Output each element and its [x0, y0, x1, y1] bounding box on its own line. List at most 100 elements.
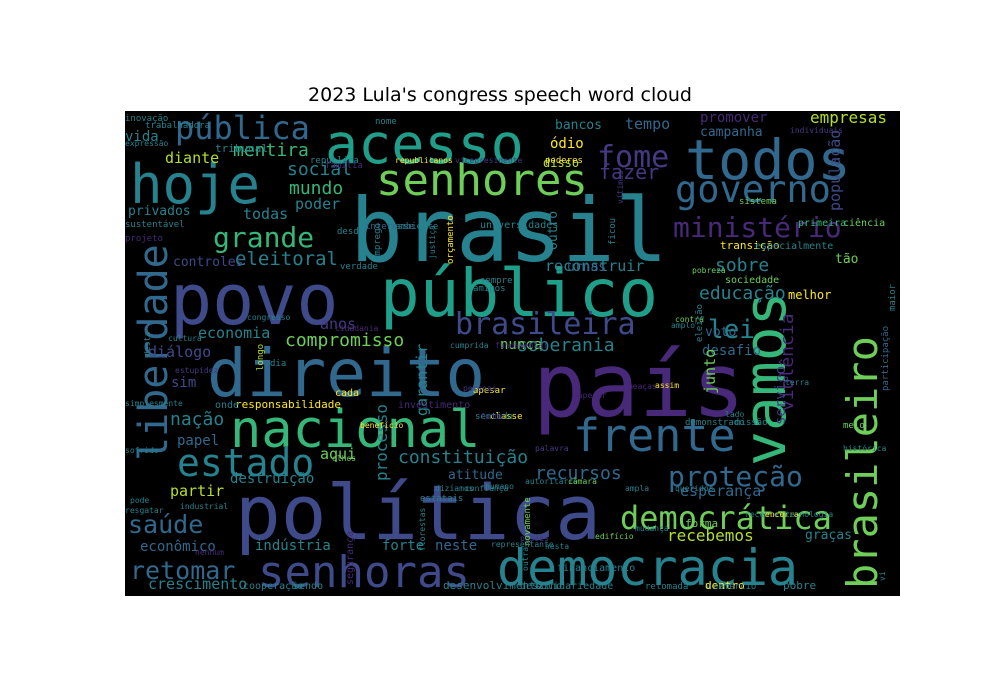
word-109: apesar	[473, 386, 506, 396]
word-90: vez	[705, 579, 725, 592]
word-60: atitude	[448, 468, 503, 483]
word-175: desta	[143, 332, 152, 356]
word-71: promover	[700, 111, 767, 126]
word-38: fazer	[599, 160, 659, 184]
word-179: florestas	[418, 507, 427, 551]
word-173: sustentável	[125, 220, 185, 230]
word-13: liberdade	[131, 244, 177, 461]
word-129: ambiente	[395, 222, 438, 232]
word-89: pobre	[783, 579, 816, 592]
word-143: ficou	[608, 218, 618, 245]
word-61: processo	[372, 404, 391, 481]
word-158: queridos	[675, 484, 714, 493]
word-12: democracia	[497, 539, 798, 596]
word-151: olhos	[332, 454, 356, 463]
word-159: passes	[520, 534, 549, 543]
word-162: nesta	[545, 542, 569, 551]
word-14: brasileiro	[838, 336, 887, 589]
word-86: primeira	[798, 218, 846, 229]
word-67: todas	[243, 205, 288, 223]
word-102: destino	[520, 581, 562, 592]
word-26: proteção	[668, 460, 803, 493]
word-41: mundo	[289, 178, 343, 199]
word-142: eleição	[695, 304, 705, 342]
word-183: terra	[785, 378, 809, 387]
word-84: especialmente	[755, 241, 833, 252]
word-184: superar	[573, 391, 607, 400]
word-127: individuais	[790, 126, 843, 135]
word-32: constituição	[398, 447, 528, 468]
word-82: melhor	[788, 288, 831, 302]
word-178: outra	[521, 547, 530, 571]
word-114: meio	[843, 421, 865, 431]
word-154: câmara	[568, 477, 597, 486]
word-147: cultura	[168, 334, 202, 343]
word-10: todos	[685, 128, 851, 192]
word-144: vítimas	[616, 170, 625, 204]
word-42: economia	[198, 324, 270, 342]
word-59: destruição	[230, 471, 314, 487]
word-168: sofrido	[125, 446, 159, 455]
word-145: sistema	[739, 197, 777, 207]
word-107: onde	[215, 400, 239, 411]
word-70: bancos	[555, 118, 602, 133]
word-49: empresas	[810, 111, 887, 127]
word-190: ameaças	[623, 382, 657, 391]
word-21: democrática	[620, 499, 832, 537]
word-191: fundo	[480, 412, 504, 421]
word-74: tão	[835, 252, 858, 267]
word-45: nação	[170, 409, 224, 430]
word-139: amplo	[671, 321, 695, 330]
word-138: fundamental	[495, 341, 548, 350]
word-18: governo	[675, 168, 831, 211]
word-167: tecnologia	[785, 510, 833, 519]
word-155: dizíamos	[435, 484, 474, 493]
word-1: brasil	[350, 179, 668, 282]
word-130: desde	[337, 227, 364, 237]
word-93: universidades	[480, 220, 558, 231]
word-164: mudança	[635, 524, 669, 533]
word-16: senhoras	[258, 547, 470, 596]
word-117: tribunal	[215, 142, 268, 155]
word-76: serviço	[773, 366, 789, 425]
word-140: contra	[675, 315, 704, 324]
word-87: graças	[805, 528, 852, 543]
word-4: público	[380, 255, 658, 332]
word-35: educação	[699, 283, 786, 304]
word-63: nunca	[500, 337, 542, 353]
word-185: assim	[655, 381, 679, 390]
word-171: resgatar	[125, 506, 164, 515]
word-80: junto	[701, 349, 719, 394]
word-98: solidariedade	[535, 581, 613, 592]
word-66: vida	[125, 129, 159, 145]
word-133: orçamento	[446, 215, 456, 264]
word-28: retomar	[130, 556, 235, 585]
word-187: lado	[725, 410, 744, 419]
word-119: republicanos	[395, 156, 453, 165]
word-31: compromisso	[285, 330, 404, 351]
chart-title: 2023 Lula's congress speech word cloud	[308, 84, 692, 106]
word-68: poder	[295, 195, 340, 213]
word-85: ciência	[843, 217, 885, 229]
word-65: diante	[165, 149, 219, 167]
word-182: vi	[878, 571, 887, 581]
word-165: recentes	[745, 510, 784, 519]
word-174: projeto	[125, 234, 163, 244]
word-7: política	[235, 468, 601, 557]
word-27: saúde	[128, 510, 203, 539]
word-56: forte	[382, 538, 424, 554]
word-25: grande	[213, 221, 314, 254]
word-124: expressão	[125, 139, 169, 148]
word-123: trabalhadora	[145, 121, 210, 131]
word-97: desenvolvimento	[443, 579, 542, 592]
word-101: sendo	[293, 581, 323, 592]
word-17: senhores	[376, 155, 588, 206]
word-83: transição	[720, 239, 780, 252]
word-99: cooperação	[243, 581, 303, 592]
word-75: sim	[171, 375, 196, 391]
word-169: pode	[130, 496, 149, 505]
word-105: cada	[335, 388, 359, 399]
word-5: vamos	[731, 291, 799, 466]
word-43: diálogo	[148, 343, 211, 361]
word-36: sobre	[715, 255, 769, 276]
